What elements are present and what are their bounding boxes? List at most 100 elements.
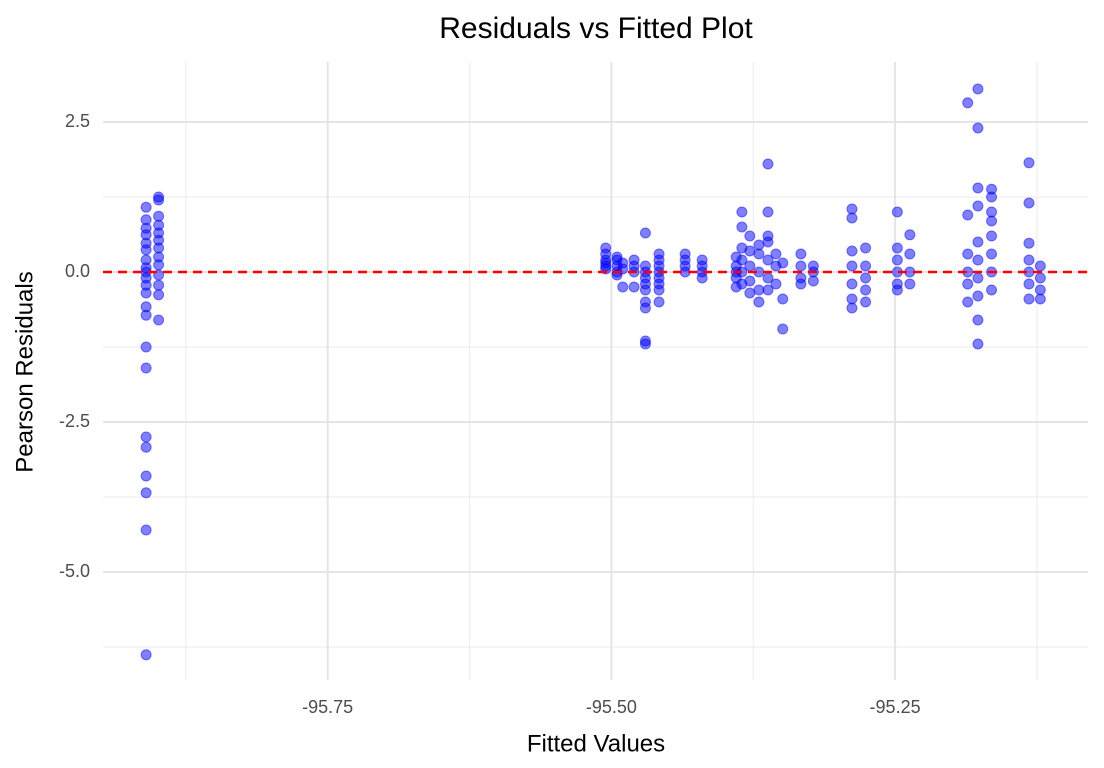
point [986,284,998,296]
point [753,248,765,260]
point [744,230,756,242]
point [777,293,789,305]
point [153,279,165,291]
point [696,272,708,284]
point [1034,272,1046,284]
point [1023,293,1035,305]
point [795,260,807,272]
point [962,296,974,308]
point [628,281,640,293]
point [153,289,165,301]
point [762,158,774,170]
point [140,649,152,661]
point [736,206,748,218]
point [904,229,916,241]
point [846,302,858,314]
point [986,191,998,203]
point [860,242,872,254]
x-tick-label: -95.25 [870,697,921,717]
point [140,244,152,256]
point [986,248,998,260]
point [639,278,651,290]
point [860,284,872,296]
point [1023,237,1035,249]
point [744,275,756,287]
point [762,236,774,248]
point [1023,157,1035,169]
point [744,245,756,257]
y-tick-label: 0.0 [65,261,90,281]
x-tick-label: -95.75 [302,697,353,717]
point [891,254,903,266]
chart-title: Residuals vs Fitted Plot [439,12,753,45]
point [736,254,748,266]
point [962,278,974,290]
point [140,309,152,321]
point [1023,278,1035,290]
point [972,254,984,266]
point [972,122,984,134]
point [153,259,165,271]
point [962,97,974,109]
point [777,323,789,335]
point [972,314,984,326]
point [972,290,984,302]
point [140,287,152,299]
point [153,194,165,206]
point [744,287,756,299]
y-tick-label: -2.5 [59,411,90,431]
point [962,209,974,221]
point [762,254,774,266]
point [860,296,872,308]
point [846,245,858,257]
point [600,257,612,269]
point [639,227,651,239]
point [972,200,984,212]
point [846,260,858,272]
point [140,362,152,374]
point [140,487,152,499]
y-axis-title: Pearson Residuals [11,271,38,472]
point [860,272,872,284]
x-tick-label: -95.50 [586,697,637,717]
point [639,338,651,350]
point [777,257,789,269]
point [617,281,629,293]
point [972,182,984,194]
point [639,302,651,314]
point [962,248,974,260]
point [986,230,998,242]
point [904,248,916,260]
point [846,278,858,290]
point [770,248,782,260]
point [1034,260,1046,272]
point [1023,197,1035,209]
point [140,441,152,453]
y-tick-label: -5.0 [59,561,90,581]
point [795,248,807,260]
point [891,242,903,254]
point [653,296,665,308]
point [140,201,152,213]
point [770,278,782,290]
point [891,284,903,296]
point [744,260,756,272]
point [846,212,858,224]
point [140,341,152,353]
point [860,260,872,272]
x-axis-title: Fitted Values [527,730,665,757]
point [972,83,984,95]
point [736,221,748,233]
point [140,524,152,536]
point [972,236,984,248]
point [140,431,152,443]
point [904,278,916,290]
point [653,284,665,296]
point [762,284,774,296]
point [972,338,984,350]
point [140,470,152,482]
point [795,278,807,290]
point [972,272,984,284]
point [891,206,903,218]
